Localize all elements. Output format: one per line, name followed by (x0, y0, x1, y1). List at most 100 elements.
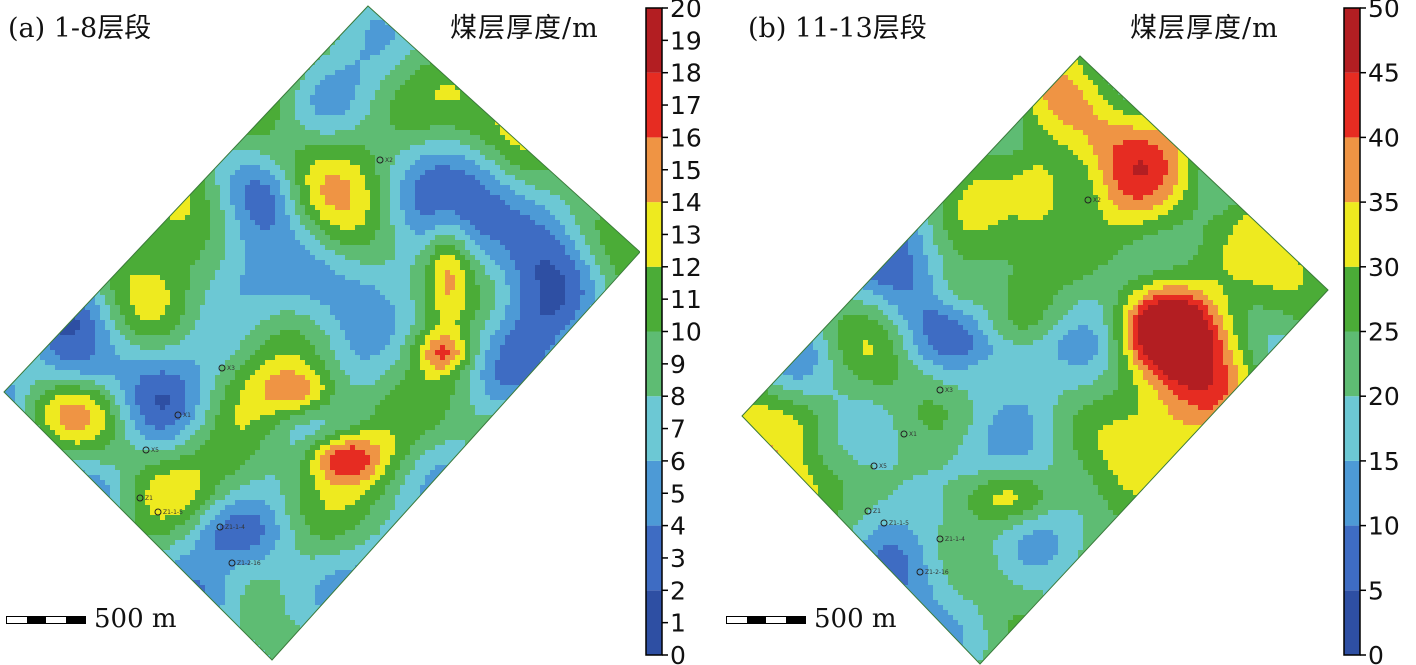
colorbar-tick-label: 30 (1368, 253, 1400, 282)
colorbar-tick-label: 25 (1368, 318, 1400, 347)
well-label: X3 (227, 365, 235, 372)
colorbar-tick-label: 5 (670, 479, 686, 508)
colorbar-band (1344, 460, 1360, 526)
well-marker (936, 535, 944, 543)
well-label: X5 (151, 447, 159, 454)
well-marker (936, 386, 944, 394)
well-marker (228, 559, 236, 567)
well-marker (376, 156, 384, 164)
well-marker (218, 364, 226, 372)
colorbar-tick-label: 0 (670, 641, 686, 665)
colorbar-band (646, 525, 662, 591)
colorbar-band (1344, 72, 1360, 138)
thickness-map-a: X2 X3 X1 X5 Z1 Z1-1-5 Z1-1-4 Z1-2-16 (3, 5, 640, 661)
well-marker (136, 494, 144, 502)
colorbar-tick-label: 7 (670, 415, 686, 444)
colorbar-tick-label: 18 (670, 59, 702, 88)
well-label: Z1 (873, 508, 881, 515)
well-label: X1 (183, 412, 191, 419)
colorbar-band (1344, 202, 1360, 267)
scale-bar-graphic (726, 616, 806, 624)
colorbar-tick-label: 3 (670, 544, 686, 573)
well-marker (870, 462, 878, 470)
contour-field (4, 6, 640, 660)
colorbar-band (1344, 8, 1360, 73)
well-label: X2 (385, 157, 393, 164)
well-label: Z1-2-16 (237, 560, 261, 567)
colorbar-tick-label: 4 (670, 512, 686, 541)
well-marker (174, 411, 182, 419)
colorbar-tick-label: 45 (1368, 59, 1400, 88)
colorbar-band (646, 331, 662, 397)
colorbar-band (646, 72, 662, 138)
colorbar-band (1344, 396, 1360, 461)
colorbar-tick-label: 20 (670, 0, 702, 23)
well-label: Z1 (145, 495, 153, 502)
map-boundary (741, 55, 1329, 665)
map-boundary (3, 5, 640, 661)
colorbar-tick-label: 12 (670, 253, 702, 282)
colorbar-tick-label: 8 (670, 382, 686, 411)
colorbar-title-b: 煤层厚度/m (1130, 6, 1279, 45)
colorbar-tick-label: 16 (670, 123, 702, 152)
colorbar-tick-label: 50 (1368, 0, 1400, 23)
thickness-map-b: X2 X3 X1 X5 Z1 Z1-1-5 Z1-1-4 Z1-2-16 (741, 55, 1329, 665)
colorbar-tick-label: 19 (670, 26, 702, 55)
well-label: X1 (909, 431, 917, 438)
colorbar-tick-label: 2 (670, 576, 686, 605)
panel-a: X2 X3 X1 X5 Z1 Z1-1-5 Z1-1-4 Z1-2-16 (a) 1-8层段 … (3, 0, 702, 665)
panel-title-a: (a) 1-8层段 (8, 6, 151, 45)
colorbar-band (646, 460, 662, 526)
well-label: Z1-1-5 (889, 520, 909, 527)
well-marker (154, 508, 162, 516)
colorbar-tick-label: 14 (670, 188, 702, 217)
colorbar-tick-label: 0 (1368, 641, 1384, 665)
colorbar-band (646, 590, 662, 655)
well-marker (900, 430, 908, 438)
well-label: X2 (1093, 197, 1101, 204)
colorbar-title-a: 煤层厚度/m (450, 6, 599, 45)
colorbar-tick-label: 5 (1368, 576, 1384, 605)
well-label: X3 (945, 387, 953, 394)
well-label: Z1-1-4 (225, 524, 245, 531)
colorbar-tick-label: 40 (1368, 123, 1400, 152)
colorbar-tick-label: 15 (670, 156, 702, 185)
scale-bar-label-a: 500 m (94, 604, 177, 634)
well-marker (864, 507, 872, 515)
well-label: Z1-2-16 (925, 569, 949, 576)
well-marker (216, 523, 224, 531)
colorbar-tick-label: 1 (670, 609, 686, 638)
panel-b: X2 X3 X1 X5 Z1 Z1-1-5 Z1-1-4 Z1-2-16 (b) 11-13层… (708, 0, 1416, 665)
colorbar-tick-label: 11 (670, 285, 702, 314)
colorbar-band (646, 8, 662, 73)
colorbar-band (1344, 525, 1360, 591)
colorbar-tick-label: 35 (1368, 188, 1400, 217)
colorbar-tick-label: 9 (670, 350, 686, 379)
well-marker (916, 568, 924, 576)
scale-bar-a: 500 m (6, 604, 186, 636)
well-label: Z1-1-4 (945, 536, 965, 543)
colorbar-tick-label: 17 (670, 91, 702, 120)
scale-bar-b: 500 m (726, 604, 906, 636)
well-marker (1084, 196, 1092, 204)
scale-bar-graphic (6, 616, 86, 624)
well-label: Z1-1-5 (163, 509, 183, 516)
contour-field (742, 56, 1328, 664)
well-label: X5 (879, 463, 887, 470)
colorbar-band (646, 266, 662, 332)
colorbar-tick-label: 10 (1368, 512, 1400, 541)
colorbar-tick-label: 15 (1368, 447, 1400, 476)
colorbar-band (1344, 331, 1360, 397)
colorbar-band (646, 137, 662, 203)
colorbar-tick-label: 20 (1368, 382, 1400, 411)
colorbar-band (646, 396, 662, 461)
panel-title-b: (b) 11-13层段 (748, 6, 927, 45)
colorbar-band (1344, 266, 1360, 332)
well-marker (880, 519, 888, 527)
scale-bar-label-b: 500 m (814, 604, 897, 634)
colorbar-tick-label: 10 (670, 318, 702, 347)
colorbar-tick-label: 13 (670, 220, 702, 249)
colorbar-b: 0 5 10 15 20 25 30 35 40 45 50 (1343, 0, 1400, 665)
colorbar-tick-label: 6 (670, 447, 686, 476)
